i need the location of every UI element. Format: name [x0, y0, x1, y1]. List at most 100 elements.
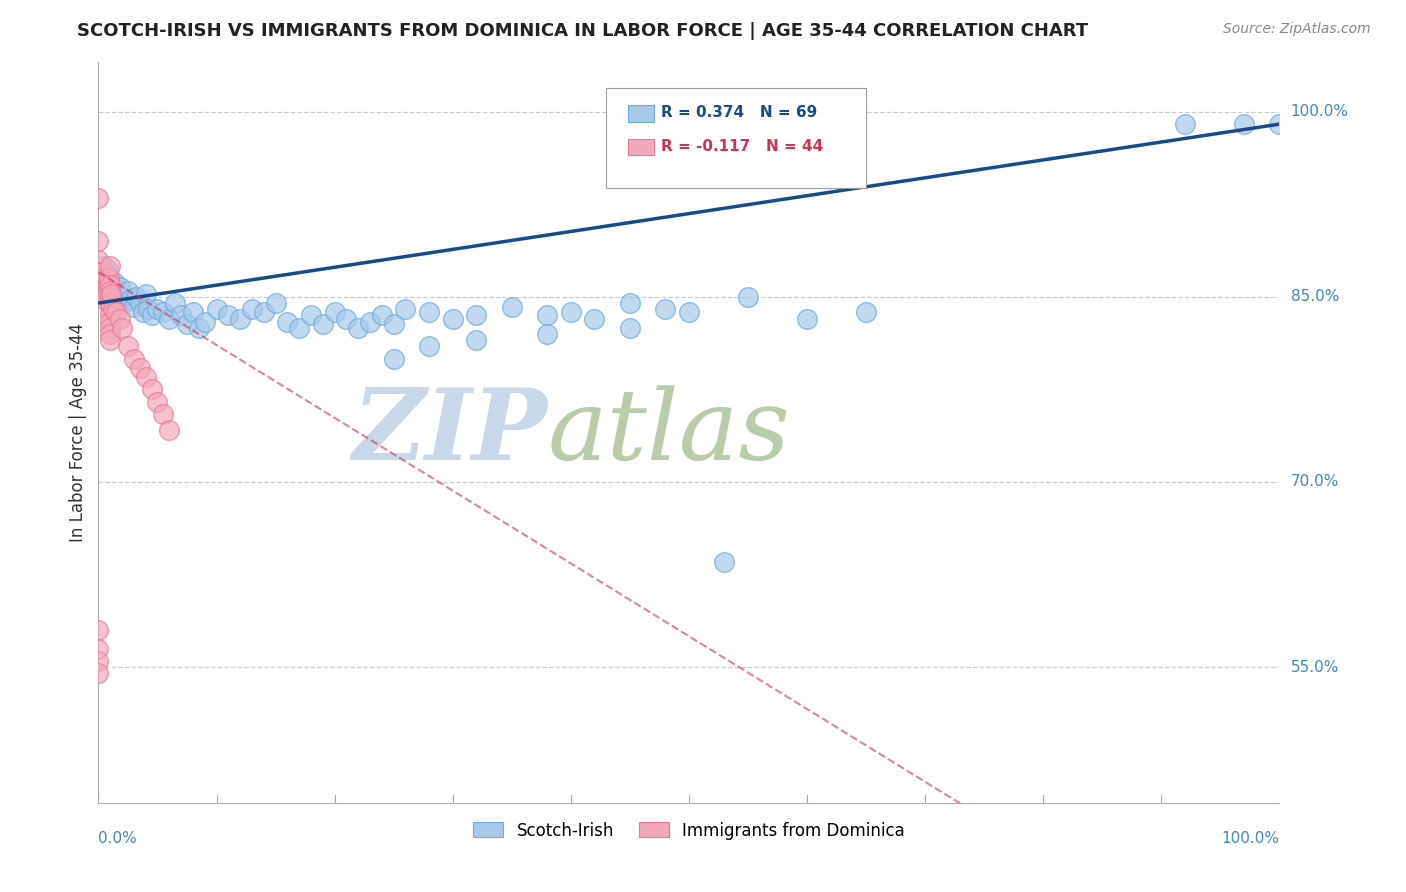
Point — [654, 302, 676, 317]
Point — [98, 290, 121, 304]
Point — [560, 304, 582, 318]
Point — [98, 326, 121, 341]
Text: 0.0%: 0.0% — [98, 830, 138, 846]
Point — [91, 265, 114, 279]
Point — [371, 309, 394, 323]
Text: R = -0.117   N = 44: R = -0.117 N = 44 — [661, 138, 823, 153]
Point — [205, 302, 228, 317]
Point — [98, 271, 121, 285]
Point — [91, 280, 114, 294]
Point — [678, 304, 700, 318]
Point — [347, 320, 370, 334]
Point — [394, 302, 416, 317]
Point — [111, 290, 134, 304]
Point — [240, 302, 263, 317]
Point — [1174, 117, 1197, 131]
Point — [176, 317, 198, 331]
Point — [100, 287, 122, 301]
Point — [117, 339, 139, 353]
Point — [87, 191, 110, 205]
Point — [87, 641, 110, 656]
Point — [96, 268, 118, 282]
Point — [98, 284, 121, 298]
Point — [98, 277, 121, 292]
Point — [323, 304, 346, 318]
Point — [264, 296, 287, 310]
Point — [253, 304, 276, 318]
Point — [90, 271, 112, 285]
Point — [87, 654, 110, 668]
Point — [146, 394, 169, 409]
Point — [146, 302, 169, 317]
Point — [170, 309, 193, 323]
Point — [93, 293, 115, 307]
Point — [122, 351, 145, 366]
Point — [98, 315, 121, 329]
Point — [97, 262, 120, 277]
Point — [619, 296, 641, 310]
Point — [619, 320, 641, 334]
Point — [91, 265, 114, 279]
Point — [152, 304, 174, 318]
Point — [111, 320, 134, 334]
Point — [187, 320, 209, 334]
Point — [135, 287, 157, 301]
Point — [87, 666, 110, 681]
Point — [121, 293, 143, 307]
Point — [101, 280, 124, 294]
Point — [141, 383, 163, 397]
Point — [157, 312, 180, 326]
Point — [87, 623, 110, 637]
Text: ZIP: ZIP — [353, 384, 547, 481]
Point — [312, 317, 335, 331]
Point — [465, 309, 488, 323]
Point — [141, 309, 163, 323]
Y-axis label: In Labor Force | Age 35-44: In Labor Force | Age 35-44 — [69, 323, 87, 542]
Point — [105, 304, 128, 318]
Point — [94, 271, 117, 285]
Text: atlas: atlas — [547, 385, 790, 480]
Point — [98, 259, 121, 273]
Point — [93, 275, 115, 289]
Point — [93, 284, 115, 298]
Text: Source: ZipAtlas.com: Source: ZipAtlas.com — [1223, 22, 1371, 37]
Text: 100.0%: 100.0% — [1291, 104, 1348, 120]
Point — [122, 300, 145, 314]
Point — [98, 320, 121, 334]
Point — [288, 320, 311, 334]
FancyBboxPatch shape — [606, 88, 866, 188]
Point — [87, 277, 110, 292]
Point — [97, 275, 120, 289]
Text: R = 0.374   N = 69: R = 0.374 N = 69 — [661, 105, 817, 120]
Point — [217, 309, 239, 323]
Point — [87, 235, 110, 249]
Point — [737, 290, 759, 304]
Legend: Scotch-Irish, Immigrants from Dominica: Scotch-Irish, Immigrants from Dominica — [467, 815, 911, 847]
Point — [101, 302, 124, 317]
Point — [125, 290, 148, 304]
Point — [98, 277, 121, 292]
Point — [465, 333, 488, 347]
Point — [796, 312, 818, 326]
Point — [98, 302, 121, 317]
Point — [299, 309, 322, 323]
Point — [157, 423, 180, 437]
Point — [335, 312, 357, 326]
Point — [136, 302, 159, 317]
Text: SCOTCH-IRISH VS IMMIGRANTS FROM DOMINICA IN LABOR FORCE | AGE 35-44 CORRELATION : SCOTCH-IRISH VS IMMIGRANTS FROM DOMINICA… — [77, 22, 1088, 40]
Point — [501, 300, 523, 314]
Point — [108, 280, 131, 294]
Point — [359, 315, 381, 329]
Point — [583, 312, 606, 326]
Point — [128, 361, 150, 376]
Point — [112, 296, 135, 310]
Point — [135, 370, 157, 384]
Point — [97, 280, 120, 294]
Point — [98, 309, 121, 323]
Point — [855, 304, 877, 318]
Point — [98, 296, 121, 310]
Point — [108, 312, 131, 326]
Point — [536, 309, 558, 323]
Point — [229, 312, 252, 326]
Point — [87, 265, 110, 279]
